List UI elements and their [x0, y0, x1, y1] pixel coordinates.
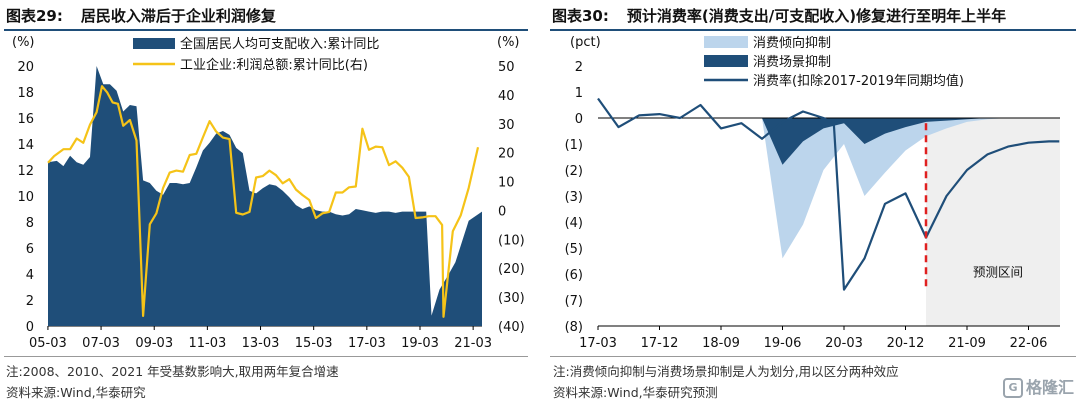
left-footer-rule: [4, 356, 528, 357]
legend-swatch-propensity: [704, 36, 748, 48]
left-title-number: 图表29:: [6, 7, 63, 25]
right-y-tick-label: (40): [498, 320, 525, 335]
right-y-tick-label: 50: [498, 60, 515, 75]
consumption-rate-line: [597, 97, 1060, 291]
x-tick-label: 15-03: [295, 336, 333, 351]
x-tick-label: 07-03: [82, 336, 120, 351]
left-y-tick-label: 4: [26, 268, 34, 283]
right-y-tick-label: 40: [498, 89, 515, 104]
y-tick-label: (5): [565, 242, 583, 257]
y-tick-label: (3): [565, 190, 583, 205]
income-vs-profit-chart: 0 2 4 6 8 10 12 14 16 18 20 (40) (30) (20) (10) 0 10 20 30…: [12, 35, 525, 351]
x-tick-label: 05-03: [29, 336, 67, 351]
y-tick-label: (8): [565, 320, 583, 335]
income-growth-area: [48, 66, 482, 326]
y-tick-label: 0: [575, 112, 583, 127]
left-chart-title: 图表29: 居民收入滞后于企业利润修复: [6, 5, 276, 26]
left-source: 资料来源:Wind,华泰研究: [6, 385, 146, 400]
y-tick-label: (1): [565, 138, 583, 153]
left-note: 注:2008、2010、2021 年受基数影响大,取用两年复合增速: [6, 364, 339, 379]
right-y-axis-label: (%): [497, 35, 520, 50]
forecast-region: [926, 118, 1060, 326]
watermark: G 格隆汇: [1002, 374, 1074, 398]
right-y-tick-label: (10): [498, 233, 525, 248]
scene-suppression-area: [762, 118, 1008, 165]
left-y-tick-label: 14: [17, 138, 34, 153]
x-tick-label: 19-06: [764, 336, 802, 351]
left-y-tick-label: 18: [17, 86, 34, 101]
right-title-rule: [550, 29, 1076, 31]
x-tick-label: 17-03: [348, 336, 386, 351]
profit-growth-line: [47, 85, 480, 318]
x-tick-label: 11-03: [188, 336, 226, 351]
legend-label-propensity: 消费倾向抑制: [753, 35, 831, 51]
right-y-tick-label: 20: [498, 147, 515, 162]
x-tick-label: 21-03: [454, 336, 492, 351]
y-tick-label: (4): [565, 216, 583, 231]
x-tick-label: 17-12: [641, 336, 679, 351]
propensity-suppression-area: [762, 118, 1008, 259]
left-y-tick-label: 6: [26, 242, 34, 257]
right-y-tick-label: 10: [498, 176, 515, 191]
y-tick-label: 2: [575, 60, 583, 75]
x-tick-label: 17-03: [579, 336, 617, 351]
left-y-tick-label: 16: [17, 112, 34, 127]
left-y-tick-label: 10: [17, 190, 34, 205]
legend-label-profit: 工业企业:利润总额:累计同比(右): [180, 57, 368, 73]
right-title-text: 预计消费率(消费支出/可支配收入)修复进行至明年上半年: [626, 7, 1007, 25]
left-title-rule: [4, 29, 528, 31]
x-tick-label: 22-06: [1010, 336, 1048, 351]
watermark-text: 格隆汇: [1025, 377, 1074, 397]
legend-label-rate: 消费率(扣除2017-2019年同期均值): [753, 73, 964, 89]
right-y-tick-label: 0: [498, 204, 506, 219]
left-y-tick-label: 0: [26, 320, 34, 335]
legend-label-scene: 消费场景抑制: [753, 55, 831, 70]
x-tick-label: 09-03: [135, 336, 173, 351]
right-source: 资料来源:Wind,华泰研究预测: [553, 385, 718, 400]
right-chart-title: 图表30: 预计消费率(消费支出/可支配收入)修复进行至明年上半年: [552, 5, 1006, 26]
left-y-tick-label: 12: [17, 164, 34, 179]
legend-swatch-scene: [704, 55, 748, 67]
right-y-tick-label: (20): [498, 262, 525, 277]
y-tick-label: (2): [565, 164, 583, 179]
x-tick-label: 18-09: [702, 336, 740, 351]
forecast-label: 预测区间: [973, 265, 1023, 280]
watermark-icon: G: [1002, 378, 1023, 398]
right-y-tick-label: 30: [498, 118, 515, 133]
x-tick-label: 19-03: [401, 336, 439, 351]
right-y-tick-label: (30): [498, 291, 525, 306]
right-footer-rule: [550, 356, 1076, 357]
right-note: 注:消费倾向抑制与消费场景抑制是人为划分,用以区分两种效应: [553, 364, 899, 379]
left-title-text: 居民收入滞后于企业利润修复: [80, 7, 276, 25]
x-tick-label: 20-12: [887, 336, 925, 351]
y-tick-label: (6): [565, 268, 583, 283]
left-y-tick-label: 2: [26, 294, 34, 309]
y-axis-label: (pct): [570, 35, 601, 50]
left-y-axis-label: (%): [12, 35, 35, 50]
left-y-tick-label: 20: [17, 60, 34, 75]
x-tick-label: 21-09: [948, 336, 986, 351]
legend-swatch-income: [133, 38, 175, 49]
x-tick-label: 20-03: [825, 336, 863, 351]
y-tick-label: (7): [565, 294, 583, 309]
x-tick-label: 13-03: [242, 336, 280, 351]
left-y-tick-label: 8: [26, 216, 34, 231]
right-title-number: 图表30:: [552, 7, 609, 25]
y-tick-label: 1: [575, 86, 583, 101]
legend-label-income: 全国居民人均可支配收入:累计同比: [180, 36, 379, 52]
